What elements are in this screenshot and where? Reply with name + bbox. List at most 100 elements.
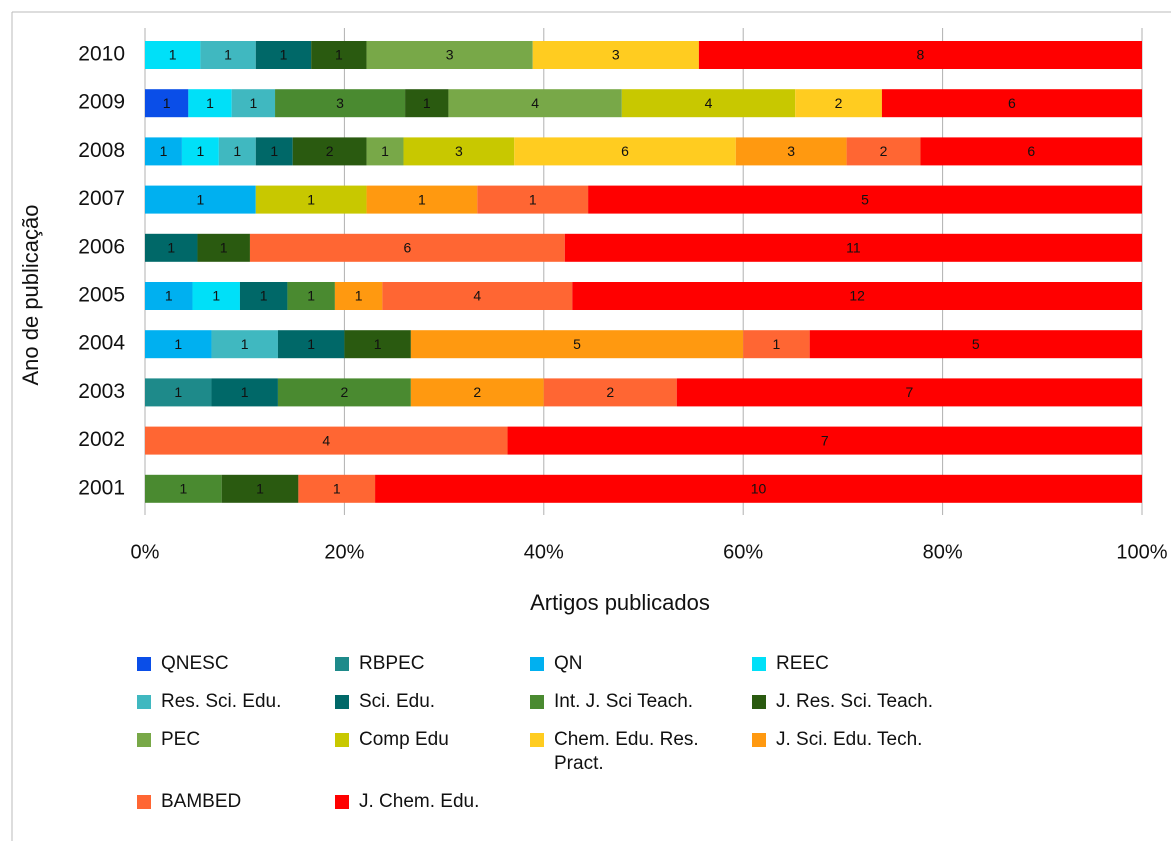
legend-swatch [530,733,544,747]
bar-segment [200,41,256,69]
data-label: 7 [821,432,829,448]
bar-segment [145,185,256,214]
legend-swatch [137,733,151,747]
data-label: 1 [307,288,315,304]
legend-label: Sci. Edu. [359,691,436,712]
legend-label: Res. Sci. Edu. [161,691,282,712]
bar-segment [145,474,222,503]
bar-segment [403,137,515,166]
bar-segment [795,89,882,118]
data-label: 4 [473,288,481,304]
data-label: 8 [917,47,925,63]
bar-segment [211,330,278,359]
data-label: 6 [403,240,411,256]
bar-segment [255,185,367,214]
bar-segment [239,282,288,310]
bar-segment [698,41,1142,69]
data-label: 12 [849,288,865,304]
bar-segment [145,330,212,359]
bar-segment [221,474,299,503]
legend-item: REEC [752,652,982,676]
bar-segment [145,137,182,166]
bar-segment [735,137,847,166]
legend-swatch [530,657,544,671]
legend-swatch [752,657,766,671]
data-label: 1 [256,481,264,497]
y-tick-label: 2002 [78,428,125,451]
data-label: 3 [336,95,344,111]
legend-item: J. Res. Sci. Teach. [752,690,982,714]
x-tick-label: 0% [131,541,160,563]
bar-segment [514,137,736,166]
legend-label: RBPEC [359,653,425,674]
data-label: 3 [612,47,620,63]
data-label: 2 [326,143,334,159]
legend-swatch [752,695,766,709]
bar-segment [311,41,367,69]
legend-swatch [335,795,349,809]
data-label: 1 [423,95,431,111]
bar-segment [145,282,193,310]
legend-label: J. Chem. Edu. [359,791,480,812]
bar-segment [846,137,921,166]
legend-item: J. Chem. Edu. [335,790,530,814]
bar-segment [287,282,335,310]
data-label: 2 [473,384,481,400]
data-label: 3 [446,47,454,63]
data-label: 1 [280,47,288,63]
bar-segment [292,137,367,166]
data-label: 1 [174,336,182,352]
x-tick-label: 80% [923,541,963,563]
legend-label: PEC [161,729,201,750]
y-tick-label: 2001 [78,476,125,499]
y-tick-label: 2006 [78,235,125,258]
y-tick-label: 2010 [78,43,125,66]
legend-swatch [335,733,349,747]
y-tick-label: 2005 [78,284,125,307]
x-tick-label: 60% [723,541,763,563]
data-label: 1 [270,143,278,159]
bar-segment [255,137,293,166]
legend-label: Comp Edu [359,729,449,750]
bar-segment [881,89,1142,118]
bar-segment [507,426,1143,455]
data-label: 1 [773,336,781,352]
bar-segment [543,378,677,407]
data-label: 3 [455,143,463,159]
legend: QNESC RBPEC QN REEC Res. Sci. Edu. Sci. Edu. I… [137,652,982,814]
legend-item: PEC [137,728,335,776]
legend-swatch [335,695,349,709]
data-label: 4 [705,95,713,111]
data-label: 7 [905,384,913,400]
bar-segment [366,185,478,214]
legend-item: QNESC [137,652,335,676]
bar-segment [145,378,212,407]
data-label: 5 [972,336,980,352]
data-label: 1 [196,191,204,207]
legend-swatch [752,733,766,747]
data-label: 4 [531,95,539,111]
legend-item: Res. Sci. Edu. [137,690,335,714]
bar-segment [375,474,1143,503]
data-label: 1 [374,336,382,352]
y-tick-label: 2003 [78,380,125,403]
legend-swatch [137,795,151,809]
legend-item: Int. J. Sci Teach. [530,690,752,714]
data-label: 4 [322,432,330,448]
x-axis-label: Artigos publicados [530,590,710,615]
data-label: 1 [220,240,228,256]
bar-segment [277,330,345,359]
legend-item: Comp Edu [335,728,530,776]
data-label: 1 [241,336,249,352]
data-label: 2 [341,384,349,400]
bar-segment [532,41,699,69]
legend-item: RBPEC [335,652,530,676]
data-label: 1 [418,191,426,207]
bar-segment [145,89,189,118]
x-tick-label: 40% [524,541,564,563]
data-label: 1 [169,47,177,63]
data-label: 2 [606,384,614,400]
bar-segment [920,137,1142,166]
legend-item: BAMBED [137,790,335,814]
data-label: 1 [165,288,173,304]
